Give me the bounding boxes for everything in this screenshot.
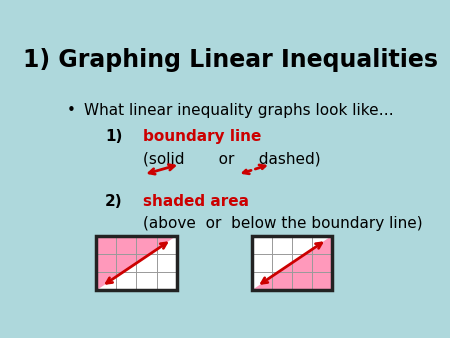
Text: What linear inequality graphs look like…: What linear inequality graphs look like… <box>84 103 394 118</box>
Bar <box>96 236 176 290</box>
Bar <box>252 236 332 290</box>
Text: 1) Graphing Linear Inequalities: 1) Graphing Linear Inequalities <box>23 48 438 72</box>
Polygon shape <box>252 236 332 290</box>
Text: boundary line: boundary line <box>144 129 262 144</box>
Text: (solid       or     dashed): (solid or dashed) <box>144 151 321 166</box>
Bar <box>96 236 176 290</box>
Text: •: • <box>67 103 76 118</box>
Text: shaded area: shaded area <box>144 194 249 209</box>
Text: 1): 1) <box>105 129 122 144</box>
Text: (above  or  below the boundary line): (above or below the boundary line) <box>144 216 423 231</box>
Bar <box>252 236 332 290</box>
Polygon shape <box>96 236 176 290</box>
Text: 2): 2) <box>105 194 123 209</box>
